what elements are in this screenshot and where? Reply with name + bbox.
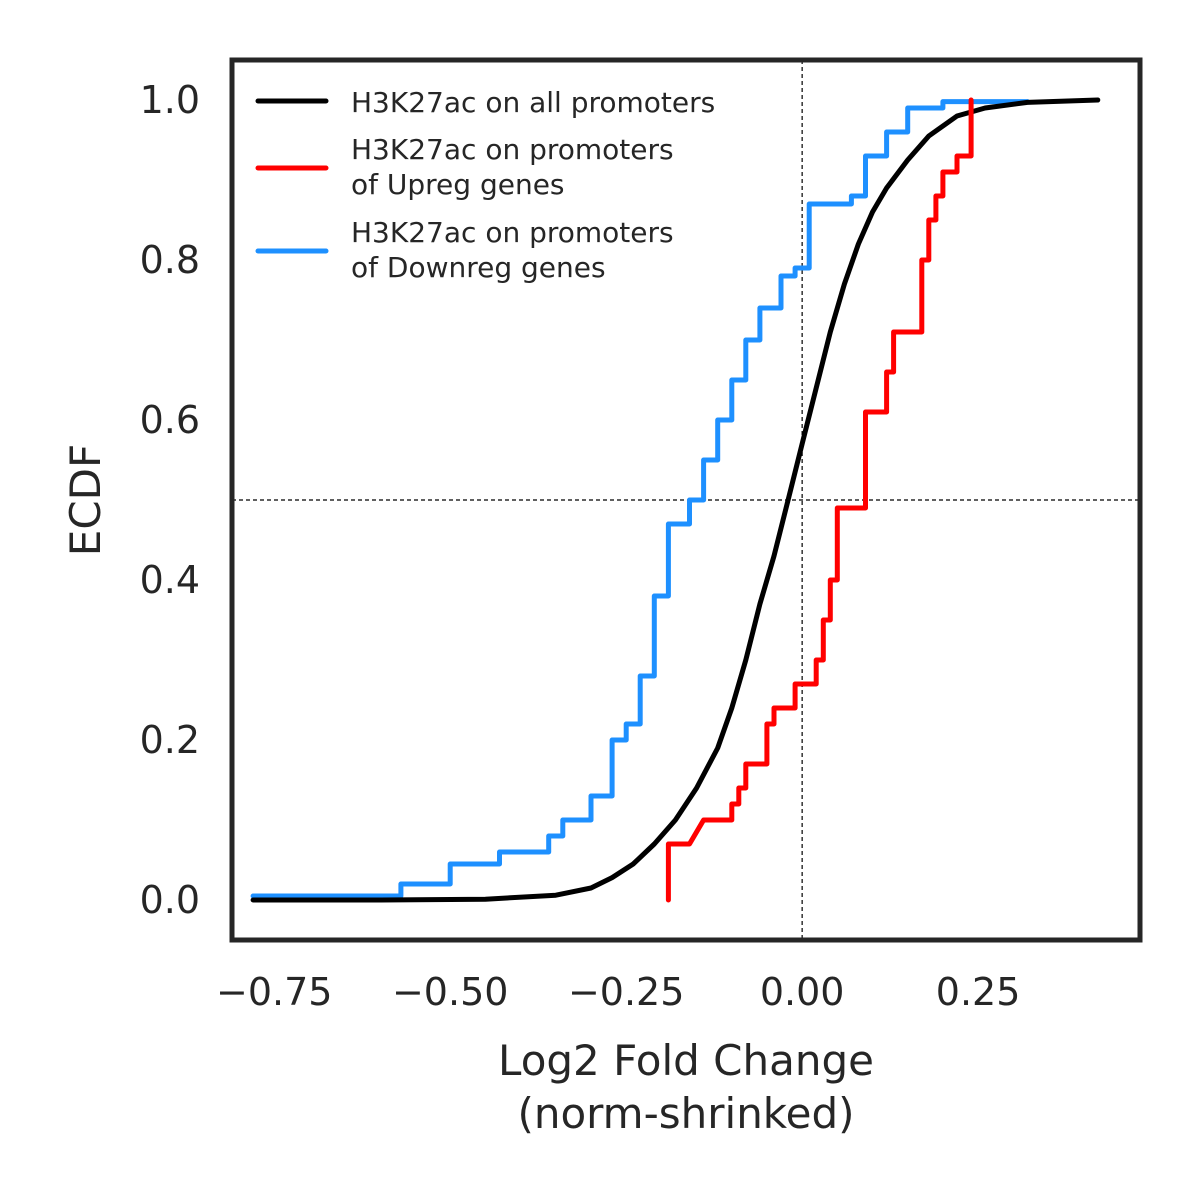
x-tick-label: −0.50 (392, 970, 508, 1014)
x-axis-label-line-2: (norm-shrinked) (517, 1089, 854, 1138)
legend-label-1: H3K27ac on promoters (351, 133, 674, 166)
x-tick-label: 0.25 (936, 970, 1021, 1014)
y-tick-label: 0.4 (140, 558, 200, 602)
legend-label-2: of Downreg genes (351, 251, 606, 284)
plot-frame (229, 57, 1143, 943)
reference-lines (232, 60, 1140, 940)
y-axis-label: ECDF (61, 444, 110, 556)
y-tick-label: 1.0 (140, 78, 200, 122)
series-layer (250, 97, 1101, 903)
x-axis-label-line-1: Log2 Fold Change (498, 1036, 874, 1085)
series-line-1 (665, 97, 974, 903)
legend: H3K27ac on all promoters H3K27ac on promo… (255, 86, 715, 284)
x-tick-label: −0.75 (216, 970, 332, 1014)
y-tick-label: 0.2 (140, 718, 200, 762)
x-tick-label: −0.25 (568, 970, 684, 1014)
legend-label-0: H3K27ac on all promoters (351, 86, 715, 119)
series-line-0 (250, 97, 1101, 903)
x-tick-label: 0.00 (760, 970, 845, 1014)
y-tick-label: 0.0 (140, 878, 200, 922)
legend-label-1: of Upreg genes (351, 168, 565, 201)
y-tick-label: 0.8 (140, 238, 200, 282)
legend-label-2: H3K27ac on promoters (351, 216, 674, 249)
y-tick-label: 0.6 (140, 398, 200, 442)
y-axis-ticks: 0.0 0.2 0.4 0.6 0.8 1.0 (140, 78, 200, 922)
x-axis-ticks: −0.75 −0.50 −0.25 0.00 0.25 (216, 970, 1020, 1014)
series-line-2 (250, 99, 1030, 899)
